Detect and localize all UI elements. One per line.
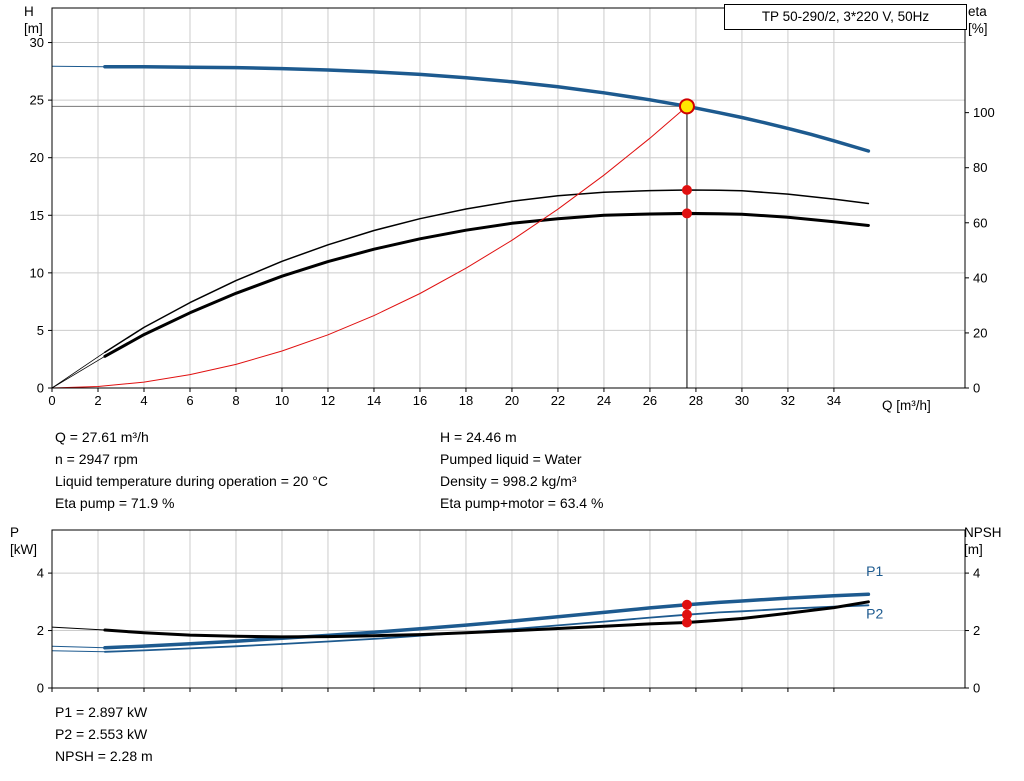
p-axis-title: P [kW] xyxy=(10,524,37,558)
info-pumped-liquid: Pumped liquid = Water xyxy=(440,451,582,467)
eta-pump-lead xyxy=(51,351,106,389)
h-axis-symbol: H xyxy=(24,4,34,19)
npsh-axis-symbol: NPSH xyxy=(964,525,1002,540)
x-tick-label: 34 xyxy=(827,393,841,408)
x-tick-label: 8 xyxy=(232,393,239,408)
y-right-tick-label: 4 xyxy=(973,566,980,581)
npsh-curve-lead xyxy=(51,626,106,631)
info-liquid-temperature: Liquid temperature during operation = 20… xyxy=(55,473,328,489)
q-axis-title: Q [m³/h] xyxy=(882,398,931,413)
series-label-p1: P1 xyxy=(866,563,883,579)
x-tick-label: 2 xyxy=(94,393,101,408)
x-tick-label: 22 xyxy=(551,393,565,408)
y-left-tick-label: 0 xyxy=(37,681,44,696)
x-tick-label: 16 xyxy=(413,393,427,408)
h-axis-title: H [m] xyxy=(24,3,43,37)
p1-curve-lead xyxy=(51,645,106,649)
y-right-tick-label: 80 xyxy=(973,160,987,175)
y-right-tick-label: 2 xyxy=(973,623,980,638)
npsh-curve xyxy=(103,600,870,639)
y-right-tick-label: 100 xyxy=(973,105,995,120)
eta-pump-motor-point xyxy=(681,208,692,219)
x-tick-label: 24 xyxy=(597,393,611,408)
y-left-tick-label: 15 xyxy=(30,208,44,223)
p2-curve-lead xyxy=(51,650,106,653)
x-tick-label: 32 xyxy=(781,393,795,408)
y-left-tick-label: 5 xyxy=(37,323,44,338)
p1-point xyxy=(681,599,692,610)
y-right-tick-label: 20 xyxy=(973,325,987,340)
plot-frame xyxy=(51,529,966,689)
system-curve xyxy=(51,105,688,389)
p-axis-symbol: P xyxy=(10,525,20,540)
npsh-axis-title: NPSH [m] xyxy=(964,524,1002,558)
info-eta-pump-motor: Eta pump+motor = 63.4 % xyxy=(440,495,604,511)
duty-point-marker[interactable] xyxy=(678,98,695,115)
y-left-tick-label: 20 xyxy=(30,150,44,165)
head-curve-lead xyxy=(51,65,106,68)
y-left-tick-label: 0 xyxy=(37,381,44,396)
info-eta-pump: Eta pump = 71.9 % xyxy=(55,495,175,511)
y-left-tick-label: 30 xyxy=(30,35,44,50)
x-tick-label: 26 xyxy=(643,393,657,408)
power-data-column: P1 = 2.897 kW P2 = 2.553 kW NPSH = 2.28 … xyxy=(55,701,153,767)
p-axis-unit: [kW] xyxy=(10,542,37,557)
info-flow: Q = 27.61 m³/h xyxy=(55,429,149,445)
x-tick-label: 30 xyxy=(735,393,749,408)
y-left-tick-label: 25 xyxy=(30,93,44,108)
info-p1: P1 = 2.897 kW xyxy=(55,704,148,720)
npsh-point xyxy=(681,617,692,628)
eta-pump-motor-curve xyxy=(103,211,870,358)
y-right-tick-label: 60 xyxy=(973,215,987,230)
eta-axis-unit: [%] xyxy=(968,21,988,36)
y-left-tick-label: 2 xyxy=(37,623,44,638)
y-left-tick-label: 4 xyxy=(37,566,44,581)
info-head: H = 24.46 m xyxy=(440,429,517,445)
eta-pump-point xyxy=(681,185,692,196)
operating-data-column-1: Q = 27.61 m³/h n = 2947 rpm Liquid tempe… xyxy=(55,426,328,514)
x-tick-label: 10 xyxy=(275,393,289,408)
eta-axis-symbol: eta xyxy=(968,4,987,19)
x-tick-label: 0 xyxy=(48,393,55,408)
p2-point xyxy=(681,609,692,620)
npsh-axis-unit: [m] xyxy=(964,542,983,557)
y-right-tick-label: 40 xyxy=(973,270,987,285)
series-label-p2: P2 xyxy=(866,605,883,621)
x-tick-label: 20 xyxy=(505,393,519,408)
info-p2: P2 = 2.553 kW xyxy=(55,726,148,742)
operating-data-column-2: H = 24.46 m Pumped liquid = Water Densit… xyxy=(440,426,603,514)
h-axis-unit: [m] xyxy=(24,21,43,36)
y-left-tick-label: 10 xyxy=(30,265,44,280)
info-density: Density = 998.2 kg/m³ xyxy=(440,473,577,489)
plot-frame xyxy=(51,7,966,389)
x-tick-label: 28 xyxy=(689,393,703,408)
info-npsh: NPSH = 2.28 m xyxy=(55,748,153,764)
pump-model-title: TP 50-290/2, 3*220 V, 50Hz xyxy=(724,4,967,30)
head-curve xyxy=(103,64,871,153)
eta-axis-title: eta [%] xyxy=(968,3,988,37)
x-tick-label: 14 xyxy=(367,393,381,408)
x-tick-label: 6 xyxy=(186,393,193,408)
x-tick-label: 18 xyxy=(459,393,473,408)
power-npsh-chart: 0 2 4 0 2 4 P1 P2 xyxy=(37,529,980,696)
y-right-tick-label: 0 xyxy=(973,681,980,696)
x-tick-label: 12 xyxy=(321,393,335,408)
p2-curve xyxy=(104,604,870,653)
x-tick-label: 4 xyxy=(140,393,147,408)
y-right-tick-label: 0 xyxy=(973,381,980,396)
qh-eta-chart: 0 2 4 6 8 10 12 14 16 18 20 22 24 26 28 30 32 34051015202… xyxy=(30,7,995,408)
eta-pump-curve xyxy=(104,189,870,353)
eta-pump-motor-lead xyxy=(51,355,106,389)
p1-curve xyxy=(103,592,871,650)
info-speed: n = 2947 rpm xyxy=(55,451,138,467)
